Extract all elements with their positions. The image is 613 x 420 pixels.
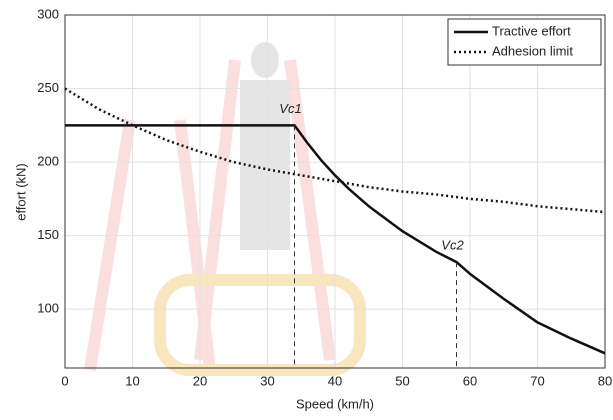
annotation-label: Vc1 [279,101,301,116]
y-tick-label: 100 [37,301,59,316]
legend-label: Tractive effort [492,23,571,38]
y-tick-label: 300 [37,6,59,21]
y-axis-label: effort (kN) [13,163,28,221]
x-tick-label: 40 [328,373,342,388]
x-axis-label: Speed (km/h) [296,396,374,411]
watermark [90,42,360,370]
x-tick-label: 10 [125,373,139,388]
x-tick-label: 30 [260,373,274,388]
y-tick-label: 200 [37,154,59,169]
x-tick-label: 20 [193,373,207,388]
annotation-label: Vc2 [441,238,464,253]
chart: Speed (km/h) effort (kN) 100150200250300… [0,0,613,415]
legend-label: Adhesion limit [492,43,573,58]
x-tick-label: 50 [395,373,409,388]
y-tick-label: 150 [37,227,59,242]
y-tick-label: 250 [37,80,59,95]
x-tick-label: 0 [61,373,68,388]
x-tick-label: 80 [598,373,612,388]
x-tick-label: 60 [463,373,477,388]
x-tick-label: 70 [530,373,544,388]
